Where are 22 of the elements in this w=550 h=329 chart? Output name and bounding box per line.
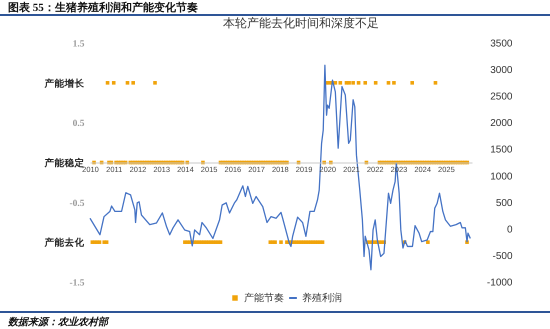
y-tick-label: -0.5	[69, 198, 85, 209]
chart-subtitle: 本轮产能去化时间和深度不足	[223, 16, 379, 30]
y-tick-label: 产能稳定	[44, 157, 84, 169]
y2-tick-label: 3500	[490, 38, 513, 50]
y2-tick-label: 1500	[490, 144, 513, 156]
y-tick-label: -1.5	[69, 278, 85, 288]
chart-title: 图表 55：生猪养殖利润和产能变化节奏	[0, 0, 550, 16]
y2-tick-label: 3000	[490, 65, 513, 76]
y2-tick-label: -1000	[486, 278, 513, 288]
y2-tick-label: 2500	[490, 92, 513, 103]
y2-tick-label: -500	[492, 250, 513, 262]
y-tick-label: 1.5	[72, 40, 85, 50]
y-tick-label: 产能去化	[44, 236, 86, 249]
y2-tick-label: 2000	[490, 118, 513, 130]
y-tick-label: 0.5	[72, 119, 85, 130]
y-tick-label: 产能增长	[44, 77, 86, 90]
legend-label: 产能节奏	[244, 292, 284, 304]
y2-tick-label: 0	[506, 224, 513, 236]
y2-tick-label: 500	[496, 198, 513, 209]
source-note: 数据来源：农业农村部	[0, 311, 550, 329]
legend-label: 养殖利润	[302, 292, 342, 304]
y2-tick-label: 1000	[490, 171, 513, 182]
